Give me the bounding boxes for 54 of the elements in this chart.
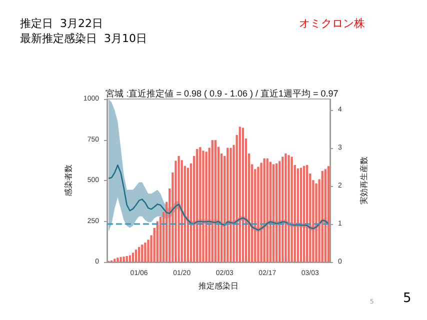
bar: [199, 147, 202, 262]
bar: [290, 156, 293, 262]
bar: [205, 152, 208, 262]
bar: [180, 160, 183, 262]
bar: [141, 244, 144, 262]
y-axis-title: 感染者数: [64, 164, 74, 196]
bar: [282, 156, 284, 262]
bar: [186, 168, 190, 262]
bar: [300, 168, 302, 262]
bar: [266, 158, 268, 262]
bar: [275, 163, 278, 262]
bar: [196, 149, 198, 262]
bar: [147, 240, 150, 262]
bar: [296, 168, 299, 262]
bar: [263, 158, 266, 262]
bar: [269, 162, 272, 262]
chart-title: 宮城 :直近推定値 = 0.98 ( 0.9 - 1.06 ) / 直近1週平均 = 0.97: [106, 88, 338, 98]
bar: [211, 140, 214, 262]
bar: [260, 162, 262, 262]
bar: [257, 166, 260, 262]
bar: [132, 252, 134, 262]
text: 最新推定感染日 3月10日: [20, 32, 147, 45]
x-axis-title: 推定感染日: [198, 281, 238, 290]
bar: [116, 258, 119, 262]
text: 推定日 3月22日: [20, 17, 103, 30]
bar: [214, 140, 217, 262]
bar: [288, 155, 290, 262]
bar: [156, 221, 158, 262]
bar: [114, 258, 116, 262]
bar: [226, 148, 229, 262]
bar: [302, 166, 306, 262]
text: 5: [403, 291, 412, 306]
bar: [306, 165, 308, 262]
bar: [126, 256, 128, 262]
bar: [230, 148, 232, 262]
bar: [324, 169, 326, 262]
bar: [178, 156, 180, 262]
bar: [272, 164, 275, 262]
bar: [120, 256, 122, 262]
bar: [315, 183, 318, 262]
bar: [122, 256, 125, 262]
text: オミクロン株: [299, 17, 365, 30]
bar: [134, 250, 138, 262]
bar: [321, 171, 324, 262]
bar: [202, 150, 204, 262]
bar: [128, 255, 131, 262]
bar: [138, 247, 140, 262]
bar: [242, 128, 244, 262]
bar: [238, 126, 241, 262]
bar: [327, 166, 330, 262]
y2-axis-title: 実効再生産数: [360, 156, 368, 204]
bar: [144, 242, 146, 262]
bar: [284, 153, 287, 262]
line-series: [108, 164, 330, 231]
